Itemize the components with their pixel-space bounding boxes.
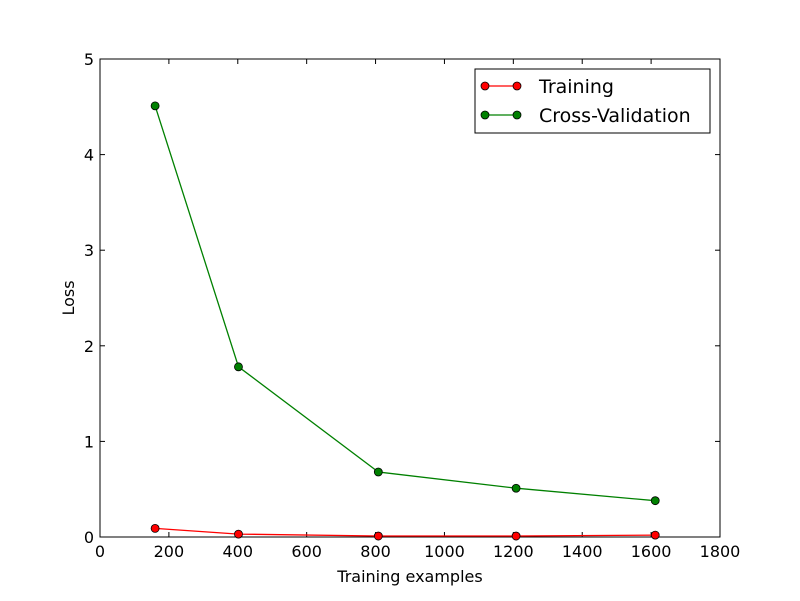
x-tick-label: 0: [95, 542, 105, 561]
data-point-cross-validation: [150, 101, 160, 111]
legend-marker-cross-validation: [512, 110, 522, 120]
data-point-training: [373, 531, 383, 541]
series-layer: [150, 101, 660, 541]
data-point-cross-validation: [511, 483, 521, 493]
data-point-training: [650, 530, 660, 540]
data-point-cross-validation: [373, 467, 383, 477]
x-tick-label: 1000: [424, 542, 465, 561]
legend-marker-training: [512, 81, 522, 91]
x-tick-label: 1600: [631, 542, 672, 561]
data-point-training: [511, 531, 521, 541]
legend-label-training: Training: [538, 76, 614, 98]
plot-area: [99, 58, 721, 538]
y-tick-label: 0: [84, 528, 94, 547]
x-tick-label: 1800: [700, 542, 741, 561]
data-point-cross-validation: [234, 362, 243, 372]
x-axis-label: Training examples: [336, 567, 482, 586]
legend-label-cross-validation: Cross-Validation: [539, 105, 691, 127]
legend: Training Cross-Validation: [474, 68, 711, 134]
data-point-training: [150, 523, 160, 533]
x-tick-label: 1400: [562, 542, 603, 561]
axis-ticks: 0 200 400 600 800 1000 1200 1400 1600 1800 0 1 2 3 4 5: [84, 50, 741, 561]
x-tick-label: 600: [291, 542, 322, 561]
x-tick-label: 200: [154, 542, 185, 561]
x-tick-label: 400: [223, 542, 254, 561]
y-tick-label: 1: [84, 432, 94, 451]
y-tick-label: 5: [84, 50, 94, 69]
x-tick-label: 1200: [493, 542, 534, 561]
x-tick-label: 800: [360, 542, 391, 561]
legend-box: [474, 68, 711, 134]
data-point-training: [234, 529, 243, 539]
data-point-cross-validation: [650, 496, 660, 506]
y-tick-label: 3: [84, 241, 94, 260]
y-tick-label: 4: [84, 146, 94, 165]
legend-marker-training: [480, 81, 490, 91]
y-tick-label: 2: [84, 337, 94, 356]
legend-marker-cross-validation: [480, 110, 490, 120]
y-axis-label: Loss: [59, 280, 78, 315]
